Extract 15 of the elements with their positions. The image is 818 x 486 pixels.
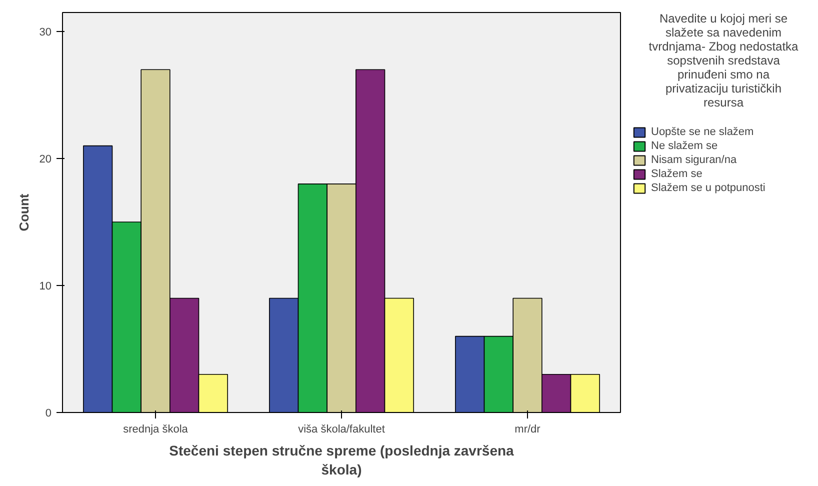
x-tick-label: viša škola/fakultet (298, 424, 385, 436)
legend-label: Ne slažem se (651, 140, 718, 152)
legend-label: Uopšte se ne slažem (651, 126, 754, 138)
y-tick-label: 0 (45, 408, 52, 420)
legend-title: Navedite u kojoj meri se slažete sa navedenim tvrdnjama- Zbog nedostatka sopstvenih sredstava prinuđeni smo na privatizaciju turističkih resursa (648, 12, 799, 110)
y-axis-title: Count (16, 193, 32, 232)
legend-label: Slažem se u potpunosti (651, 182, 766, 194)
y-tick-label: 20 (39, 154, 52, 166)
y-tick-label: 10 (39, 280, 52, 293)
x-tick-label: srednja škola (123, 424, 189, 436)
legend-label: Nisam siguran/na (651, 154, 737, 166)
legend-label: Slažem se (651, 168, 702, 180)
y-tick-label: 30 (39, 26, 52, 39)
x-axis-title: Stečeni stepen stručne spreme (poslednja završena škola) (169, 442, 514, 478)
x-tick-label: mr/dr (514, 424, 541, 436)
